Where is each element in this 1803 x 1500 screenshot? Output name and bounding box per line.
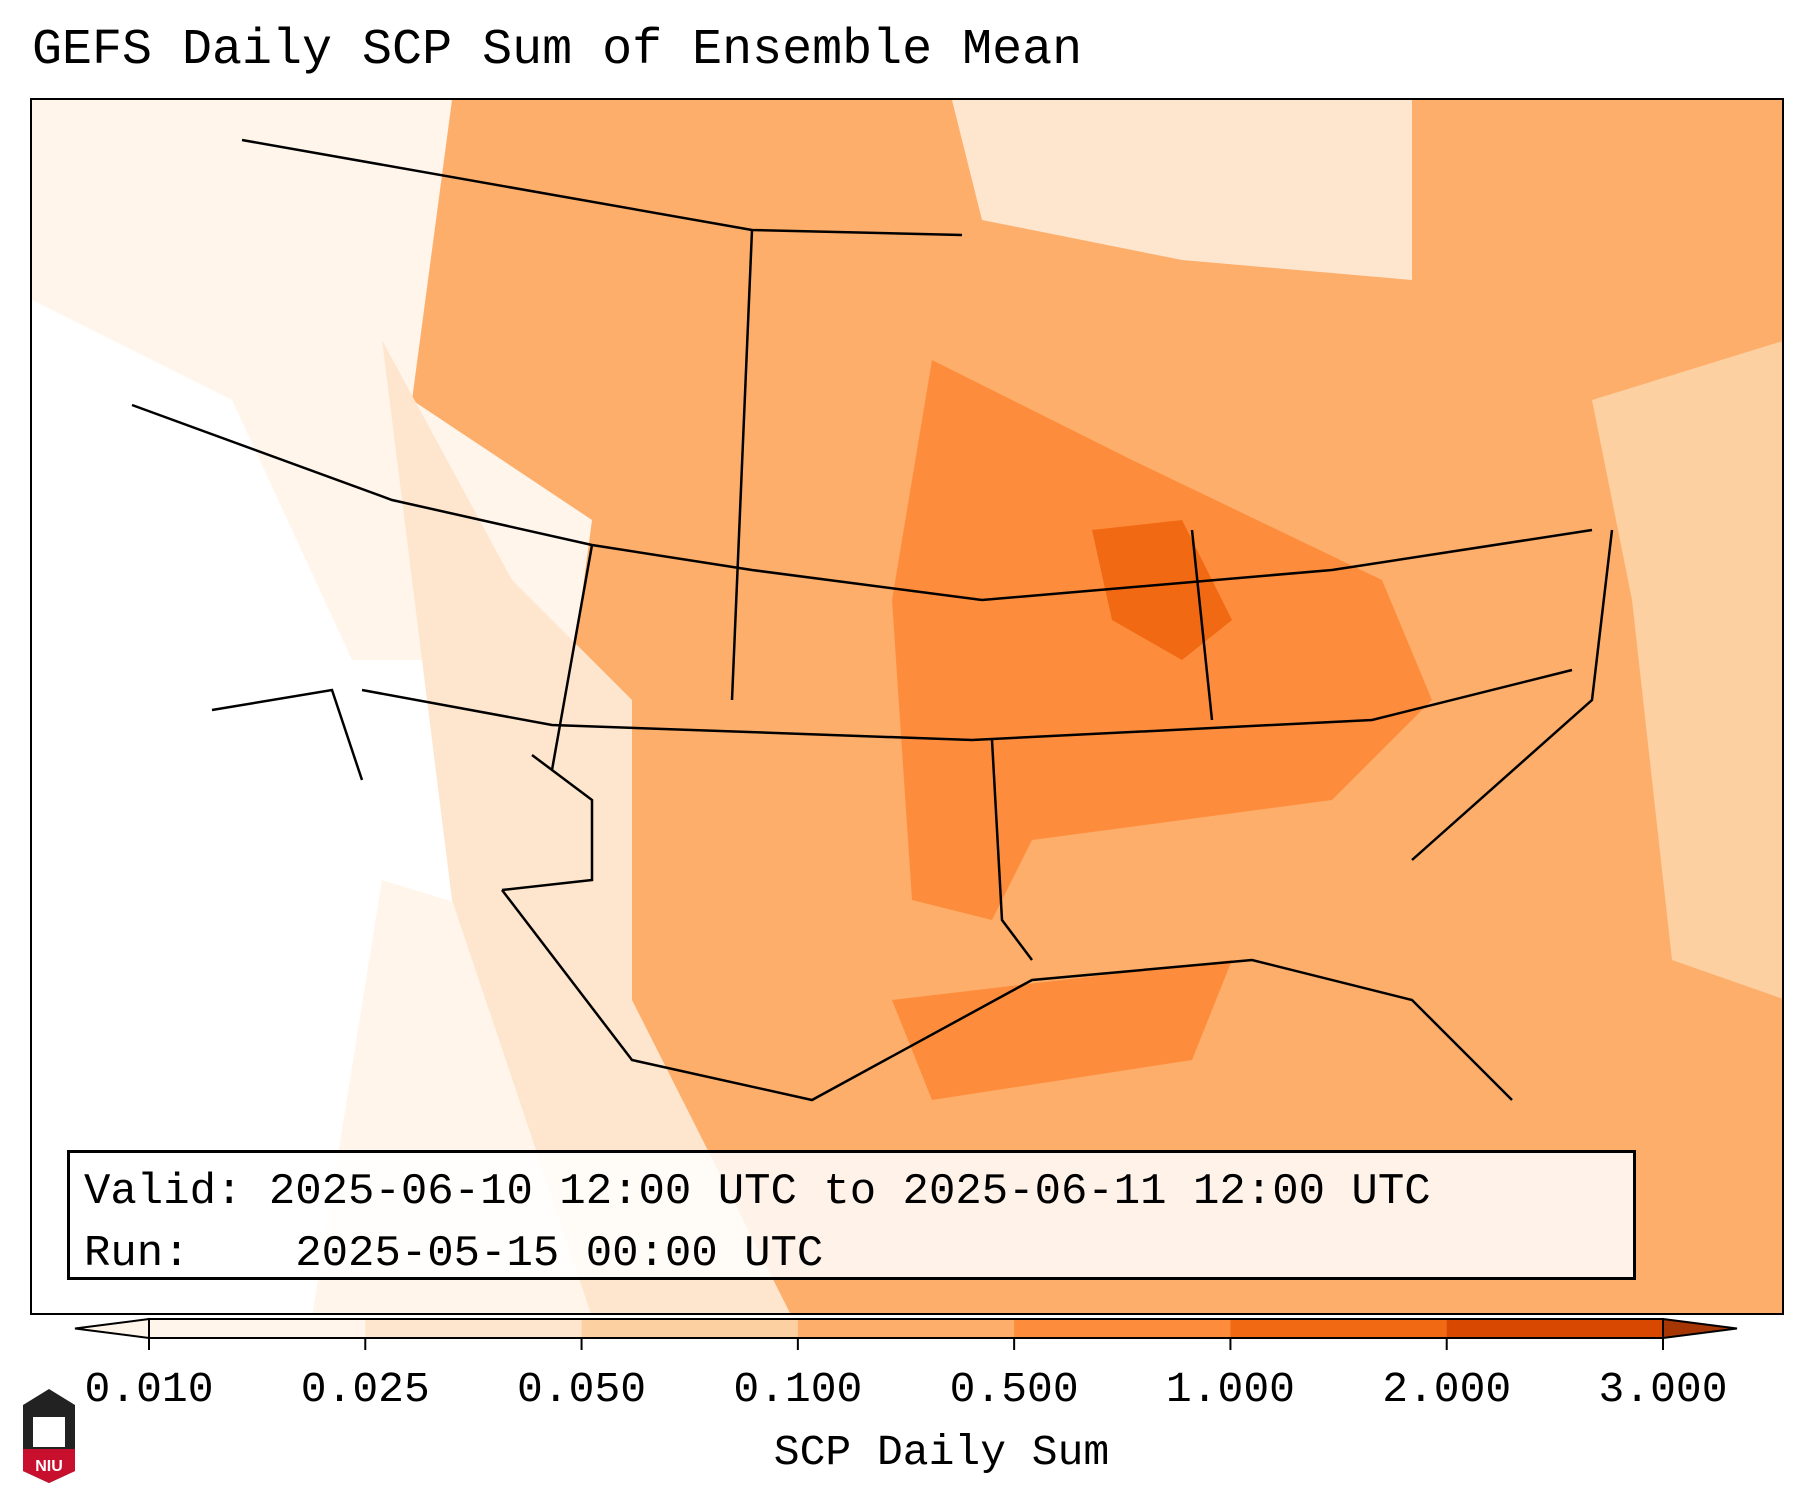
valid-value: 2025-06-10 12:00 UTC to 2025-06-11 12:00… <box>268 1167 1431 1217</box>
run-value: 2025-05-15 00:00 UTC <box>295 1229 824 1279</box>
colorbar-tick-label: 0.010 <box>84 1365 214 1414</box>
colorbar-segment <box>149 1319 366 1338</box>
valid-label: Valid: <box>84 1167 243 1217</box>
colorbar-segment <box>1446 1319 1664 1338</box>
region-gulf-mid <box>892 960 1232 1100</box>
colorbar-tick-label: 0.050 <box>517 1365 647 1414</box>
colorbar-tick-label: 2.000 <box>1382 1365 1512 1414</box>
colorbar-outline <box>148 1318 1664 1339</box>
colorbar-segment <box>581 1319 799 1338</box>
colorbar-segment <box>1014 1319 1231 1338</box>
scp-heatmap <box>32 100 1782 1313</box>
state-borders <box>131 138 1614 1102</box>
run-label: Run: <box>84 1229 190 1279</box>
region-west-none <box>32 300 532 1313</box>
colorbar <box>74 1317 1738 1350</box>
region-north-light <box>952 100 1412 280</box>
colorbar-extend-low <box>74 1317 150 1340</box>
svg-text:NIU: NIU <box>35 1458 63 1475</box>
niu-logo: NIU <box>23 1389 75 1483</box>
colorbar-tick-label: 0.500 <box>949 1365 1079 1414</box>
colorbar-tick-label: 0.025 <box>300 1365 430 1414</box>
region-east-atlantic-light <box>1592 341 1782 999</box>
valid-run-info-box: Valid: 2025-06-10 12:00 UTC to 2025-06-1… <box>67 1150 1636 1280</box>
colorbar-tick-label: 3.000 <box>1598 1365 1728 1414</box>
colorbar-segment <box>365 1319 583 1338</box>
map-panel <box>30 98 1784 1315</box>
chart-title: GEFS Daily SCP Sum of Ensemble Mean <box>32 22 1083 79</box>
region-plains-light <box>382 340 790 1313</box>
colorbar-segment <box>1230 1319 1448 1338</box>
colorbar-label: SCP Daily Sum <box>773 1428 1110 1477</box>
colorbar-tick-label: 0.100 <box>733 1365 863 1414</box>
colorbar-segment <box>797 1319 1015 1338</box>
colorbar-tick-label: 1.000 <box>1165 1365 1295 1414</box>
region-midwest-high <box>1092 520 1232 660</box>
colorbar-extend-high <box>1662 1317 1738 1340</box>
